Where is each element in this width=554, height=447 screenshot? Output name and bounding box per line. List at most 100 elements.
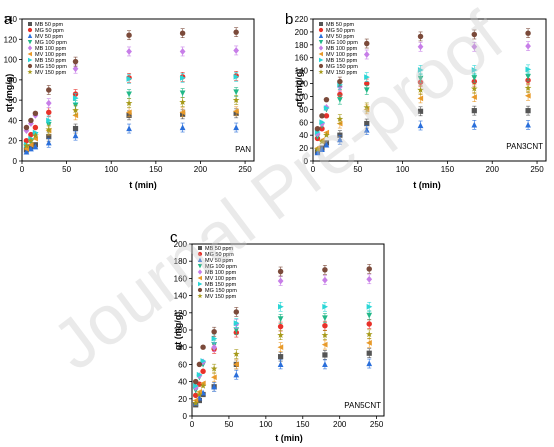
panel-c-legend-label-mg-50-ppm: MG 50 ppm	[205, 252, 234, 258]
panel-c-point-mb-100-ppm	[277, 277, 284, 285]
panel-a-legend-marker-mg-50-ppm	[27, 27, 33, 33]
panel-a-point-mg-50-ppm	[46, 109, 52, 116]
panel-b-legend-label-mv-150-ppm: MV 150 ppm	[326, 70, 358, 76]
panel-b-point-mv-150-ppm	[363, 103, 371, 111]
panel-c-x-tick-label: 0	[190, 420, 195, 429]
panel-a-point-mv-150-ppm	[23, 142, 30, 149]
panel-b-point-mg-150-ppm	[323, 96, 330, 103]
panel-b-legend-marker-mg-50-ppm	[318, 27, 324, 33]
panel-c-y-tick-label: 100	[174, 326, 188, 335]
panel-b-point-mb-50-ppm	[471, 108, 477, 114]
panel-c-legend-label-mb-50-ppm: MB 50 ppm	[205, 246, 234, 252]
panel-c-point-mg-150-ppm	[277, 268, 284, 275]
panel-b-legend-marker-mg-150-ppm	[318, 63, 324, 69]
panel-b-point-mg-100-ppm	[471, 75, 478, 81]
panel-a-point-mv-150-ppm	[32, 132, 39, 139]
panel-c-y-tick-label: 20	[178, 395, 187, 404]
panel-b-legend-label-mg-50-ppm: MG 50 ppm	[326, 28, 355, 34]
panel-b-y-tick-label: 180	[295, 41, 309, 50]
panel-b-point-mv-150-ppm	[336, 115, 344, 122]
panel-a-point-mb-100-ppm	[233, 47, 240, 54]
panel-a-point-mv-50-ppm	[126, 125, 132, 132]
panel-c-legend-label-mv-150-ppm: MV 150 ppm	[205, 294, 237, 300]
panel-c-point-mb-150-ppm	[196, 371, 203, 378]
panel-a-point-mb-150-ppm	[180, 74, 186, 81]
panel-b-legend-label-mv-100-ppm: MV 100 ppm	[326, 52, 358, 58]
panel-b-point-mg-150-ppm	[417, 33, 424, 40]
panel-b-point-mv-100-ppm	[417, 95, 424, 102]
panel-a-point-mv-100-ppm	[27, 141, 34, 148]
panel-b-point-mv-50-ppm	[323, 141, 330, 148]
panel-c-legend-label-mg-100-ppm: MG 100 ppm	[205, 264, 237, 270]
panel-c-point-mg-100-ppm	[277, 316, 284, 322]
panel-b-point-mb-150-ppm	[364, 74, 370, 80]
panel-b-point-mv-150-ppm	[314, 145, 321, 153]
panel-c-x-tick-label: 250	[370, 420, 384, 429]
panel-b-legend-label-mb-100-ppm: MB 100 ppm	[326, 46, 358, 52]
panel-c-point-mb-150-ppm	[233, 320, 240, 326]
panel-a-legend-label-mg-150-ppm: MG 150 ppm	[35, 64, 67, 70]
panel-c-legend-marker-mb-100-ppm	[197, 269, 203, 275]
panel-label-b: b	[285, 11, 293, 28]
panel-b-point-mv-100-ppm	[471, 94, 477, 100]
panel-b-point-mb-50-ppm	[525, 108, 531, 114]
panel-a-point-mv-150-ppm	[232, 96, 240, 103]
panel-a-point-mg-150-ppm	[126, 32, 132, 38]
panel-b-x-tick-label: 250	[530, 165, 544, 174]
panel-b-point-mv-50-ppm	[471, 121, 478, 128]
panel-a-legend-marker-mb-50-ppm	[28, 22, 32, 26]
panel-b-point-mb-150-ppm	[417, 67, 424, 73]
panel-b-point-mb-100-ppm	[363, 51, 370, 58]
panel-c-y-axis-label: qt (mg/g)	[173, 312, 183, 351]
panel-a-point-mv-50-ppm	[45, 139, 52, 146]
panel-b-legend-marker-mv-50-ppm	[318, 33, 324, 38]
panel-b: b 0 50 100 150 200 250 0 20 40 60 80 100 120 140 160 18…	[285, 11, 547, 190]
panel-c-point-mv-150-ppm	[192, 399, 200, 406]
panel-b-point-mb-100-ppm	[417, 43, 424, 51]
panel-a-point-mv-100-ppm	[72, 112, 79, 119]
panel-a-point-mg-50-ppm	[28, 131, 34, 138]
panel-c-point-mb-150-ppm	[211, 335, 218, 342]
panel-b-x-tick-label: 200	[486, 165, 500, 174]
panel-a-point-mb-50-ppm	[46, 134, 52, 140]
panel-b-legend-marker-mv-100-ppm	[318, 51, 323, 57]
panel-b-x-tick-label: 100	[396, 165, 410, 174]
panel-c-point-mg-50-ppm	[277, 323, 284, 330]
panel-a-x-axis-label: t (min)	[129, 180, 157, 190]
panel-label-a: a	[4, 11, 13, 28]
panel-a-x-tick-label: 250	[238, 165, 252, 174]
panel-a-legend-label-mb-50-ppm: MB 50 ppm	[35, 22, 64, 28]
panel-c-point-mg-150-ppm	[322, 267, 328, 273]
panel-c-point-mg-100-ppm	[366, 312, 373, 319]
panel-a-legend-marker-mg-100-ppm	[27, 40, 33, 45]
panel-b-x-axis-label: t (min)	[413, 180, 441, 190]
panel-c-marks	[192, 264, 373, 408]
panel-a-point-mg-150-ppm	[179, 30, 186, 36]
panel-a-point-mg-100-ppm	[233, 89, 240, 96]
panel-a-point-mv-150-ppm	[45, 126, 53, 133]
panel-c-point-mg-150-ppm	[366, 266, 372, 272]
panel-b-point-mg-100-ppm	[525, 73, 531, 80]
panel-b-point-mv-50-ppm	[337, 136, 343, 143]
panel-a-point-mg-50-ppm	[32, 124, 39, 131]
panel-c-point-mv-50-ppm	[233, 371, 240, 378]
panel-a-point-mb-100-ppm	[45, 99, 52, 107]
panel-b-point-mv-150-ppm	[318, 138, 326, 145]
panel-a-point-mb-100-ppm	[72, 65, 79, 73]
panel-c-point-mg-150-ppm	[233, 309, 240, 315]
panel-a-legend-marker-mg-150-ppm	[27, 63, 33, 69]
panel-a-y-tick-label: 60	[8, 96, 17, 105]
panel-b-point-mg-150-ppm	[314, 125, 321, 132]
panel-a-point-mv-150-ppm	[125, 99, 133, 107]
panel-a-y-tick-label: 40	[8, 116, 17, 125]
panel-b-legend-marker-mb-100-ppm	[318, 45, 324, 51]
panel-b-plot-frame	[312, 18, 547, 162]
panel-b-point-mv-150-ppm	[323, 131, 330, 139]
panel-c: c 0 50 100 150 200 250 0 20 40 60 80 100 120 140 160 18…	[170, 229, 385, 443]
panel-a-y-tick-label: 20	[8, 137, 17, 146]
panel-c-legend-marker-mv-150-ppm	[197, 293, 203, 299]
panel-a-point-mg-150-ppm	[28, 117, 34, 124]
panel-c-point-mb-150-ppm	[322, 303, 329, 310]
panel-a-legend-marker-mv-150-ppm	[27, 69, 33, 75]
